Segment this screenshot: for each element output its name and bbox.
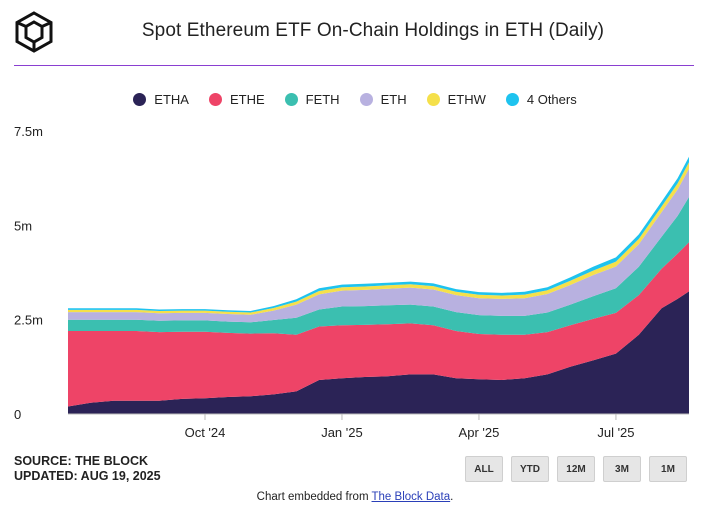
legend-item-etha[interactable]: ETHA <box>133 92 189 107</box>
legend-swatch-feth <box>284 93 298 106</box>
x-tick-label: Apr '25 <box>459 425 500 440</box>
header-divider <box>14 65 694 66</box>
legend-item-feth[interactable]: FETH <box>284 92 340 107</box>
chart-header: Spot Ethereum ETF On-Chain Holdings in E… <box>0 0 710 66</box>
legend-item-ethe[interactable]: ETHE <box>208 92 265 107</box>
stacked-area-chart[interactable]: 0 2.5m 5m 7.5m Oct '24 Jan '25 Apr '25 Jul '25 <box>0 115 710 445</box>
legend-item-eth[interactable]: ETH <box>359 92 407 107</box>
legend-swatch-others <box>505 93 519 106</box>
embed-note: Chart embedded from The Block Data. <box>0 491 710 503</box>
range-button-12m[interactable]: 12M <box>557 456 595 482</box>
chart-source-info: SOURCE: THE BLOCK UPDATED: AUG 19, 2025 <box>14 454 161 484</box>
legend-label-ethe: ETHE <box>229 92 265 107</box>
the-block-data-link[interactable]: The Block Data <box>371 491 451 503</box>
source-text: SOURCE: THE BLOCK <box>14 454 149 468</box>
embed-prefix: Chart embedded from <box>256 491 372 503</box>
legend-swatch-ethe <box>208 93 222 106</box>
legend-swatch-eth <box>359 93 373 106</box>
y-tick-label: 0 <box>14 407 21 422</box>
y-tick-label: 7.5m <box>14 124 43 139</box>
range-button-ytd[interactable]: YTD <box>511 456 549 482</box>
y-tick-label: 5m <box>14 218 32 233</box>
range-button-all[interactable]: ALL <box>465 456 503 482</box>
legend-swatch-ethw <box>426 93 440 106</box>
legend-item-ethw[interactable]: ETHW <box>426 92 486 107</box>
area-series-feth <box>68 197 689 335</box>
chart-title: Spot Ethereum ETF On-Chain Holdings in E… <box>141 20 605 41</box>
y-tick-label: 2.5m <box>14 313 43 328</box>
legend-label-others: 4 Others <box>526 92 577 107</box>
x-tick-label: Oct '24 <box>185 425 226 440</box>
the-block-logo-icon <box>15 11 53 53</box>
legend-swatch-etha <box>133 93 147 106</box>
legend-label-feth: FETH <box>305 92 340 107</box>
range-selector: ALL YTD 12M 3M 1M <box>465 456 687 482</box>
legend-item-others[interactable]: 4 Others <box>505 92 577 107</box>
range-button-1m[interactable]: 1M <box>649 456 687 482</box>
x-tick-label: Jul '25 <box>597 425 634 440</box>
area-series-etha <box>68 291 689 414</box>
area-series-ethe <box>68 242 689 407</box>
area-series-eth <box>68 168 689 323</box>
legend-label-ethw: ETHW <box>447 92 486 107</box>
legend-label-eth: ETH <box>380 92 407 107</box>
chart-legend: ETHA ETHE FETH ETH ETHW 4 Others <box>0 92 710 107</box>
updated-text: UPDATED: AUG 19, 2025 <box>14 469 161 483</box>
x-tick-label: Jan '25 <box>321 425 363 440</box>
range-button-3m[interactable]: 3M <box>603 456 641 482</box>
legend-label-etha: ETHA <box>154 92 189 107</box>
embed-suffix: . <box>450 491 454 503</box>
